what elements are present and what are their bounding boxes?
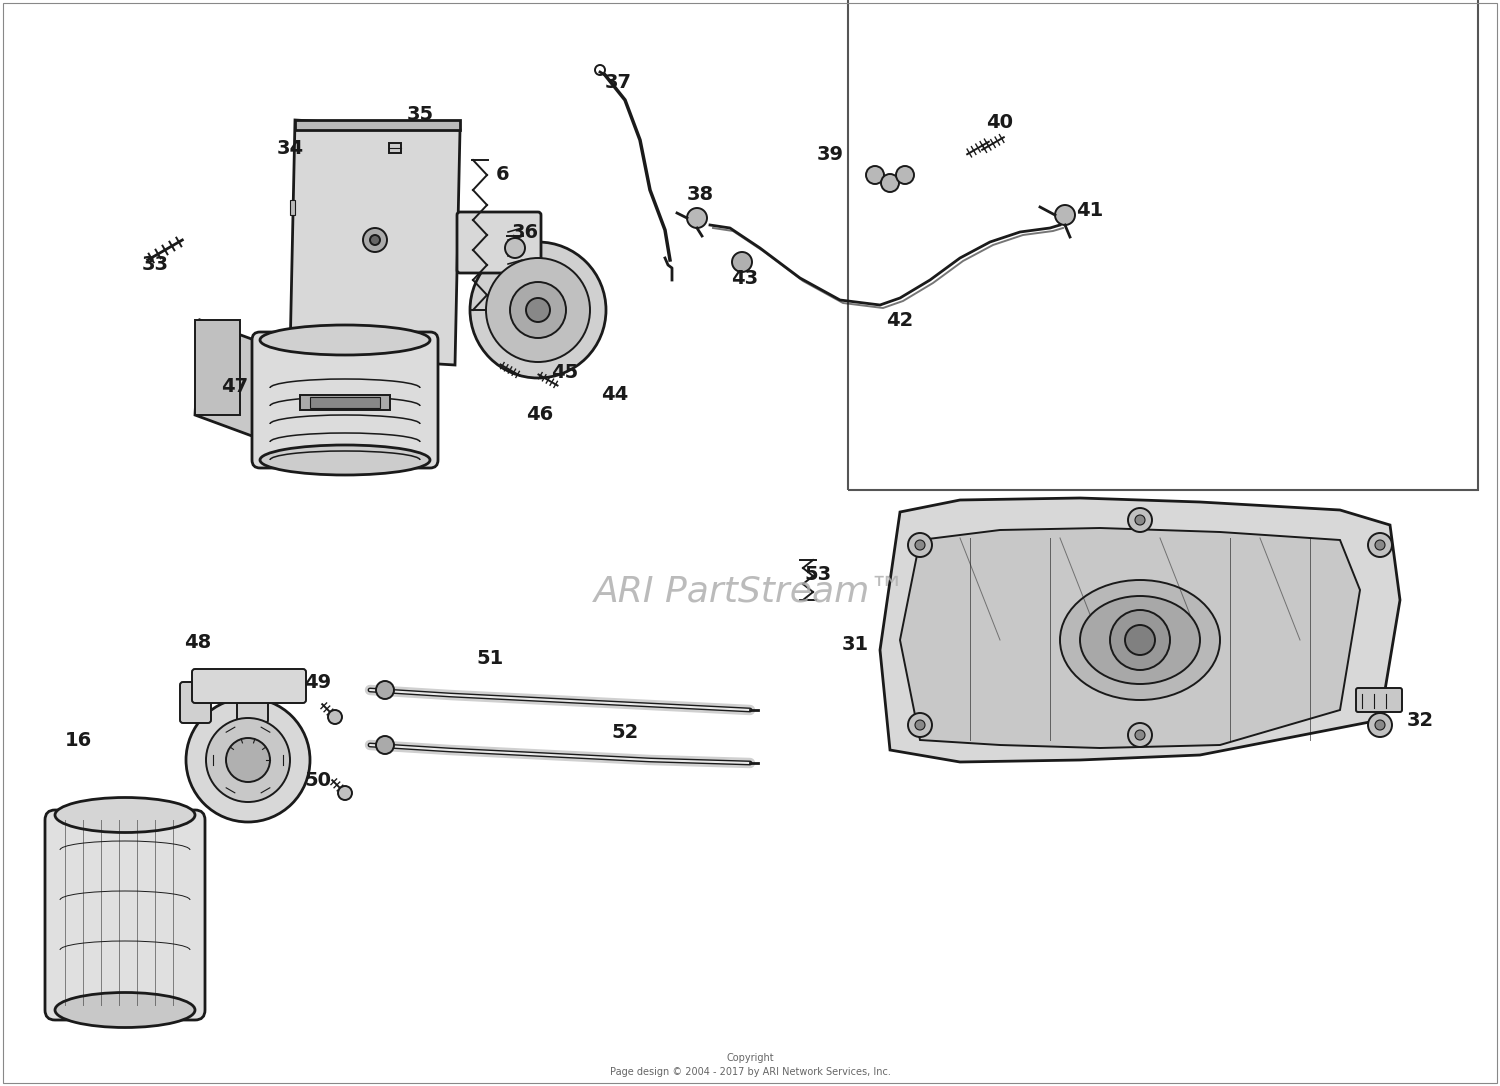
Circle shape: [1376, 720, 1384, 730]
Circle shape: [1136, 730, 1144, 740]
Circle shape: [915, 720, 926, 730]
Text: 33: 33: [141, 255, 168, 275]
Polygon shape: [195, 320, 296, 450]
Circle shape: [896, 166, 914, 184]
Text: Copyright
Page design © 2004 - 2017 by ARI Network Services, Inc.: Copyright Page design © 2004 - 2017 by A…: [609, 1053, 891, 1077]
Ellipse shape: [1060, 580, 1220, 700]
Text: 36: 36: [512, 223, 538, 241]
Text: 52: 52: [612, 722, 639, 742]
Polygon shape: [880, 498, 1400, 762]
Circle shape: [1136, 515, 1144, 525]
Text: 39: 39: [816, 146, 843, 164]
Circle shape: [1128, 723, 1152, 747]
Circle shape: [526, 298, 550, 323]
Text: 41: 41: [1077, 201, 1104, 219]
Circle shape: [915, 540, 926, 550]
Circle shape: [370, 235, 380, 245]
FancyBboxPatch shape: [1356, 689, 1402, 712]
Circle shape: [363, 228, 387, 252]
Text: ARI PartStream™: ARI PartStream™: [594, 574, 906, 609]
Circle shape: [328, 710, 342, 724]
Circle shape: [226, 738, 270, 782]
Text: 16: 16: [64, 731, 92, 749]
Circle shape: [1128, 508, 1152, 532]
Text: 50: 50: [304, 770, 332, 790]
Text: 37: 37: [604, 73, 631, 91]
Circle shape: [1376, 540, 1384, 550]
Text: 49: 49: [304, 672, 332, 692]
Bar: [300, 395, 390, 411]
Text: 31: 31: [842, 635, 868, 655]
Text: 40: 40: [987, 113, 1014, 131]
Circle shape: [486, 258, 590, 362]
Circle shape: [908, 714, 932, 737]
Polygon shape: [290, 119, 460, 365]
Circle shape: [506, 238, 525, 258]
Circle shape: [1368, 714, 1392, 737]
Circle shape: [865, 166, 883, 184]
Ellipse shape: [1080, 596, 1200, 684]
FancyBboxPatch shape: [237, 682, 268, 723]
Circle shape: [687, 209, 706, 228]
Text: 47: 47: [222, 378, 249, 396]
Text: 35: 35: [406, 105, 433, 125]
Ellipse shape: [56, 797, 195, 833]
Circle shape: [880, 174, 898, 192]
Circle shape: [376, 681, 394, 699]
Text: 43: 43: [732, 268, 759, 288]
Circle shape: [470, 242, 606, 378]
Circle shape: [732, 252, 752, 272]
Bar: [310, 397, 380, 408]
Polygon shape: [296, 119, 460, 130]
Ellipse shape: [260, 445, 430, 475]
Circle shape: [376, 736, 394, 754]
Polygon shape: [290, 200, 296, 215]
Circle shape: [1054, 205, 1076, 225]
FancyBboxPatch shape: [192, 669, 306, 703]
Ellipse shape: [260, 325, 430, 355]
Text: 32: 32: [1407, 710, 1434, 730]
FancyBboxPatch shape: [252, 332, 438, 468]
Text: 44: 44: [602, 386, 628, 404]
Text: 51: 51: [477, 648, 504, 668]
Circle shape: [1110, 610, 1170, 670]
Bar: [847, 0, 1478, 490]
Text: 38: 38: [687, 186, 714, 204]
FancyBboxPatch shape: [45, 810, 206, 1020]
Polygon shape: [900, 528, 1360, 748]
Text: 46: 46: [526, 405, 554, 425]
Text: 42: 42: [886, 311, 914, 329]
Ellipse shape: [56, 993, 195, 1027]
Circle shape: [510, 282, 566, 338]
Text: 6: 6: [496, 165, 510, 185]
Text: 34: 34: [276, 139, 303, 157]
Text: 45: 45: [552, 363, 579, 381]
Bar: [388, 143, 400, 153]
FancyBboxPatch shape: [458, 212, 542, 273]
Polygon shape: [195, 320, 240, 415]
Circle shape: [338, 786, 352, 800]
Circle shape: [1368, 533, 1392, 557]
FancyBboxPatch shape: [180, 682, 212, 723]
Circle shape: [908, 533, 932, 557]
Circle shape: [206, 718, 290, 801]
Circle shape: [1125, 626, 1155, 655]
Text: 48: 48: [184, 632, 211, 652]
Text: 53: 53: [804, 566, 831, 584]
Circle shape: [186, 698, 310, 822]
